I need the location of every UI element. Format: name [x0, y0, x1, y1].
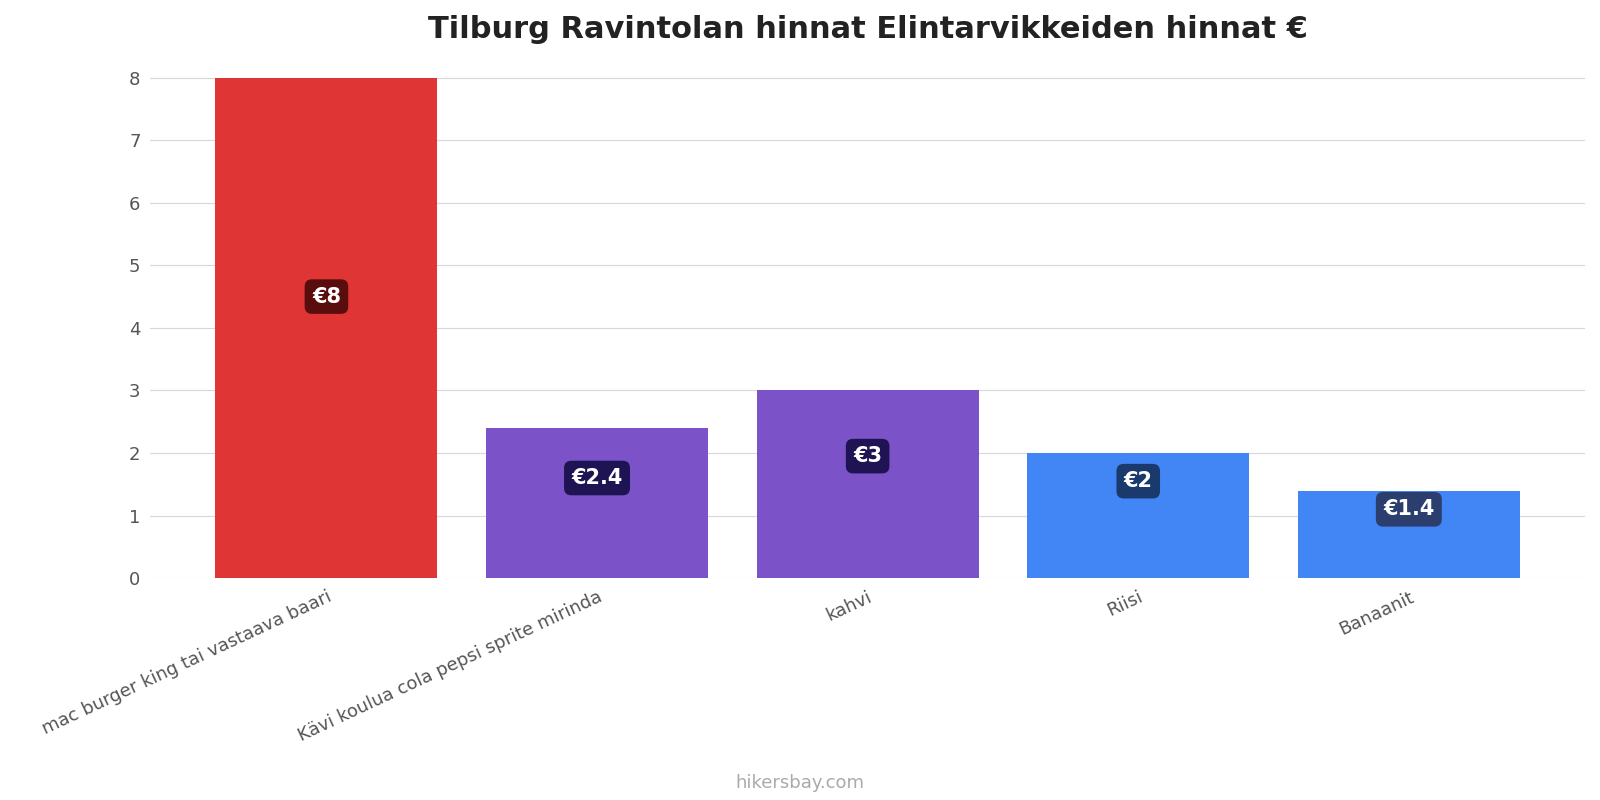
Text: hikersbay.com: hikersbay.com [736, 774, 864, 792]
Text: €3: €3 [853, 446, 882, 466]
Text: €2.4: €2.4 [571, 468, 622, 488]
Bar [1027, 453, 1250, 578]
Text: €1.4: €1.4 [1382, 499, 1435, 519]
Text: €2: €2 [1123, 471, 1152, 491]
Title: Tilburg Ravintolan hinnat Elintarvikkeiden hinnat €: Tilburg Ravintolan hinnat Elintarvikkeid… [427, 15, 1307, 44]
Bar [1298, 490, 1520, 578]
Bar [216, 78, 437, 578]
Bar [486, 428, 707, 578]
Bar [757, 390, 979, 578]
Text: €8: €8 [312, 286, 341, 306]
